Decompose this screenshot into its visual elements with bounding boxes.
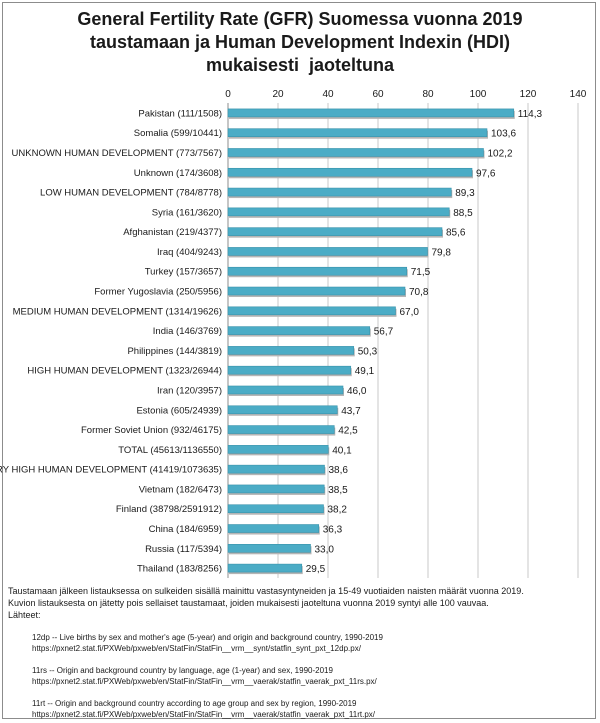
category-label: UNKNOWN HUMAN DEVELOPMENT (773/7567) bbox=[12, 148, 222, 159]
bar bbox=[227, 128, 488, 137]
data-label: 38,6 bbox=[329, 465, 349, 476]
category-label: Thailand (183/8256) bbox=[137, 564, 222, 575]
bar bbox=[227, 227, 443, 236]
category-label: HIGH HUMAN DEVELOPMENT (1323/26944) bbox=[27, 366, 222, 377]
bar bbox=[227, 365, 352, 375]
category-label: LOW HUMAN DEVELOPMENT (784/8778) bbox=[40, 188, 222, 199]
bar bbox=[227, 544, 311, 553]
bar bbox=[227, 504, 324, 514]
source-title-3: 11rt -- Origin and background country ac… bbox=[32, 699, 357, 708]
category-label: MEDIUM HUMAN DEVELOPMENT (1314/19626) bbox=[13, 306, 222, 317]
chart-title-line-2: taustamaan ja Human Development Indexin … bbox=[89, 32, 511, 52]
category-label: Former Soviet Union (932/46175) bbox=[81, 425, 222, 436]
data-label: 88,5 bbox=[453, 208, 473, 219]
note-sources-heading: Lähteet: bbox=[8, 610, 41, 620]
data-label: 71,5 bbox=[411, 267, 431, 278]
source-url-3: https://pxnet2.stat.fi/PXWeb/pxweb/en/St… bbox=[32, 710, 375, 719]
source-url-2: https://pxnet2.stat.fi/PXWeb/pxweb/en/St… bbox=[32, 677, 377, 686]
x-tick-label: 60 bbox=[372, 89, 384, 100]
x-tick-label: 0 bbox=[225, 89, 231, 100]
category-label: VERY HIGH HUMAN DEVELOPMENT (41419/10736… bbox=[0, 465, 222, 476]
category-label: Vietnam (182/6473) bbox=[139, 484, 222, 495]
category-label: Syria (161/3620) bbox=[152, 207, 222, 218]
bar bbox=[227, 563, 303, 573]
bar bbox=[227, 405, 338, 415]
category-label: Somalia (599/10441) bbox=[134, 128, 222, 139]
data-label: 114,3 bbox=[518, 109, 543, 120]
data-label: 67,0 bbox=[400, 307, 420, 318]
data-label: 29,5 bbox=[306, 564, 326, 575]
source-title-1: 12dp -- Live births by sex and mother's … bbox=[32, 633, 383, 642]
chart-notes: Taustamaan jälkeen listauksessa on sulke… bbox=[8, 585, 593, 720]
data-label: 70,8 bbox=[409, 287, 429, 298]
data-label: 103,6 bbox=[491, 129, 516, 140]
category-label: Philippines (144/3819) bbox=[127, 346, 222, 357]
data-label: 33,0 bbox=[315, 544, 335, 555]
x-tick-label: 140 bbox=[570, 89, 587, 100]
data-label: 102,2 bbox=[488, 148, 513, 159]
bar-chart: 0 20 40 60 80 100 120 140 Pakistan (111/1508) 114… bbox=[0, 89, 587, 578]
category-label: Russia (117/5394) bbox=[145, 544, 222, 555]
data-label: 42,5 bbox=[338, 426, 358, 437]
category-label: Finland (38798/2591912) bbox=[116, 504, 222, 515]
bar bbox=[227, 207, 450, 217]
x-tick-label: 80 bbox=[422, 89, 434, 100]
note-line-2: Kuvion listauksesta on jätetty pois sell… bbox=[8, 598, 489, 608]
bar bbox=[227, 346, 355, 355]
bar bbox=[227, 266, 408, 276]
data-label: 49,1 bbox=[355, 366, 375, 377]
category-label: Former Yugoslavia (250/5956) bbox=[94, 287, 222, 298]
data-label: 38,5 bbox=[328, 485, 348, 496]
data-label: 85,6 bbox=[446, 228, 466, 239]
note-line-1: Taustamaan jälkeen listauksessa on sulke… bbox=[8, 586, 524, 596]
source-url-1: https://pxnet2.stat.fi/PXWeb/pxweb/en/St… bbox=[32, 644, 361, 653]
data-label: 50,3 bbox=[358, 346, 378, 357]
chart-title-line-1: General Fertility Rate (GFR) Suomessa vu… bbox=[77, 9, 523, 29]
data-label: 79,8 bbox=[432, 247, 452, 258]
category-label: TOTAL (45613/1136550) bbox=[118, 445, 222, 456]
bar bbox=[227, 524, 320, 533]
bar bbox=[227, 306, 396, 316]
bar bbox=[227, 484, 325, 494]
data-label: 56,7 bbox=[374, 327, 394, 338]
data-label: 40,1 bbox=[332, 445, 352, 456]
x-tick-label: 120 bbox=[520, 89, 537, 100]
category-label: India (146/3769) bbox=[153, 326, 222, 337]
category-label: China (184/6959) bbox=[149, 524, 222, 535]
data-label: 46,0 bbox=[347, 386, 367, 397]
bar bbox=[227, 326, 371, 335]
category-label: Unknown (174/3608) bbox=[134, 168, 222, 179]
bar bbox=[227, 385, 344, 395]
chart-title: General Fertility Rate (GFR) Suomessa vu… bbox=[0, 8, 600, 77]
bar bbox=[227, 167, 473, 177]
x-tick-label: 20 bbox=[272, 89, 284, 100]
category-label: Afghanistan (219/4377) bbox=[123, 227, 222, 238]
category-label: Estonia (605/24939) bbox=[136, 405, 222, 416]
category-label: Turkey (157/3657) bbox=[145, 267, 222, 278]
chart-title-line-3: mukaisesti jaoteltuna bbox=[205, 55, 395, 75]
data-label: 43,7 bbox=[341, 406, 361, 417]
category-label: Iran (120/3957) bbox=[157, 385, 222, 396]
bar bbox=[227, 445, 329, 454]
bar bbox=[227, 286, 406, 296]
bar bbox=[227, 425, 335, 434]
category-label: Pakistan (111/1508) bbox=[138, 108, 222, 119]
bar bbox=[227, 464, 325, 474]
bar bbox=[227, 247, 428, 256]
data-label: 89,3 bbox=[455, 188, 475, 199]
x-tick-label: 40 bbox=[322, 89, 334, 100]
bar bbox=[227, 187, 452, 197]
data-label: 97,6 bbox=[476, 168, 496, 179]
bar bbox=[227, 148, 484, 157]
data-label: 38,2 bbox=[328, 505, 348, 516]
category-label: Iraq (404/9243) bbox=[157, 247, 222, 258]
source-title-2: 11rs -- Origin and background country by… bbox=[32, 666, 333, 675]
data-label: 36,3 bbox=[323, 525, 343, 536]
x-tick-label: 100 bbox=[470, 89, 487, 100]
bar bbox=[227, 108, 515, 118]
